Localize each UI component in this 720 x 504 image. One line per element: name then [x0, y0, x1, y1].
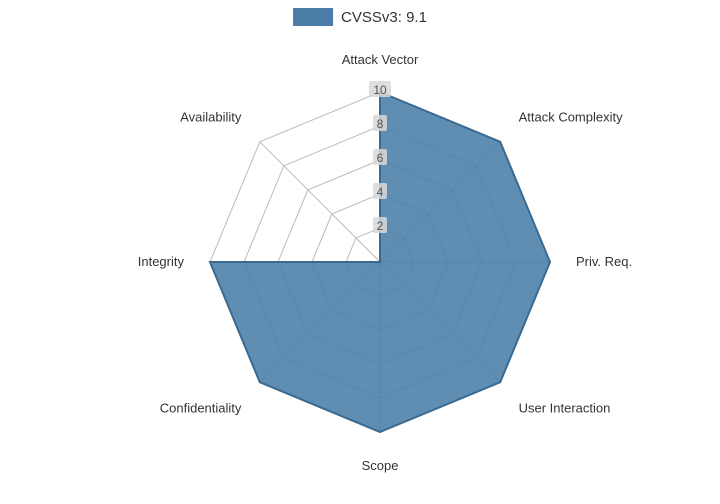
radar-axis-label: Priv. Req.	[576, 254, 632, 269]
radar-axis-label: Scope	[362, 458, 399, 473]
radar-axis-label: Confidentiality	[160, 401, 242, 416]
radar-axis-label: Attack Complexity	[519, 109, 624, 124]
radar-axis-label: Attack Vector	[342, 52, 419, 67]
radar-axis-label: Availability	[180, 109, 242, 124]
radar-tick-label: 4	[377, 185, 384, 199]
radar-tick-label: 8	[377, 117, 384, 131]
radar-chart-container: CVSSv3: 9.1 Attack VectorAttack Complexi…	[0, 0, 720, 504]
radar-tick-label: 6	[377, 151, 384, 165]
radar-chart: Attack Vector Attack Complexity Priv. Req.…	[0, 0, 720, 504]
radar-axis-label: Integrity	[138, 254, 185, 269]
radar-tick-label: 2	[377, 219, 384, 233]
radar-tick-label: 10	[373, 83, 387, 97]
radar-axis-label: User Interaction	[519, 401, 611, 416]
